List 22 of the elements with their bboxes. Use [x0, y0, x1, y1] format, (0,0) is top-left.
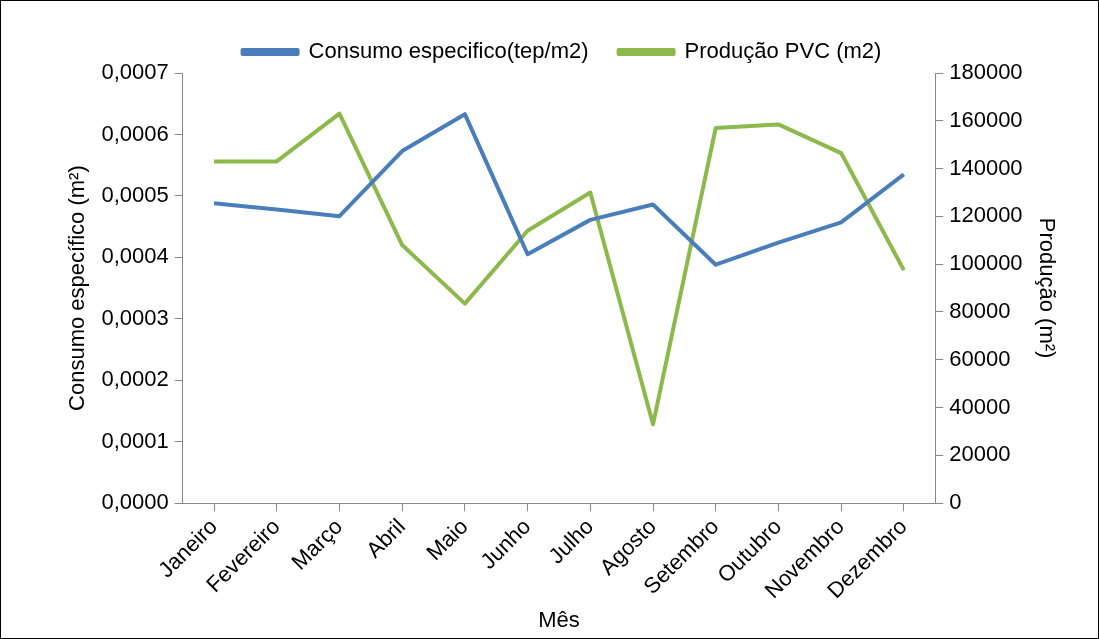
y2-axis-title: Produção (m²) — [1034, 217, 1060, 359]
y-tick-label: 0,0001 — [101, 427, 169, 453]
y-tick-label: 0,0007 — [101, 59, 169, 85]
y-axis-title: Consumo específico (m²) — [64, 165, 90, 411]
y2-tick-label: 0 — [949, 489, 962, 515]
y-tick-label: 0,0004 — [101, 243, 169, 269]
y-tick-label: 0,0002 — [101, 366, 169, 392]
y-tick-label: 0,0005 — [101, 181, 169, 207]
legend-label: Produção PVC (m2) — [684, 38, 882, 64]
y2-tick-label: 40000 — [949, 393, 1011, 419]
y2-tick-label: 80000 — [949, 298, 1011, 324]
y2-tick-label: 160000 — [949, 106, 1023, 132]
y2-tick-label: 180000 — [949, 59, 1023, 85]
y2-tick-label: 120000 — [949, 202, 1023, 228]
y-tick-label: 0,0000 — [101, 489, 169, 515]
y-tick-label: 0,0003 — [101, 304, 169, 330]
y2-tick-label: 20000 — [949, 441, 1011, 467]
legend-label: Consumo especifico(tep/m2) — [308, 38, 589, 64]
y2-tick-label: 60000 — [949, 345, 1011, 371]
y2-tick-label: 100000 — [949, 250, 1023, 276]
y-tick-label: 0,0006 — [101, 120, 169, 146]
y2-tick-label: 140000 — [949, 154, 1023, 180]
